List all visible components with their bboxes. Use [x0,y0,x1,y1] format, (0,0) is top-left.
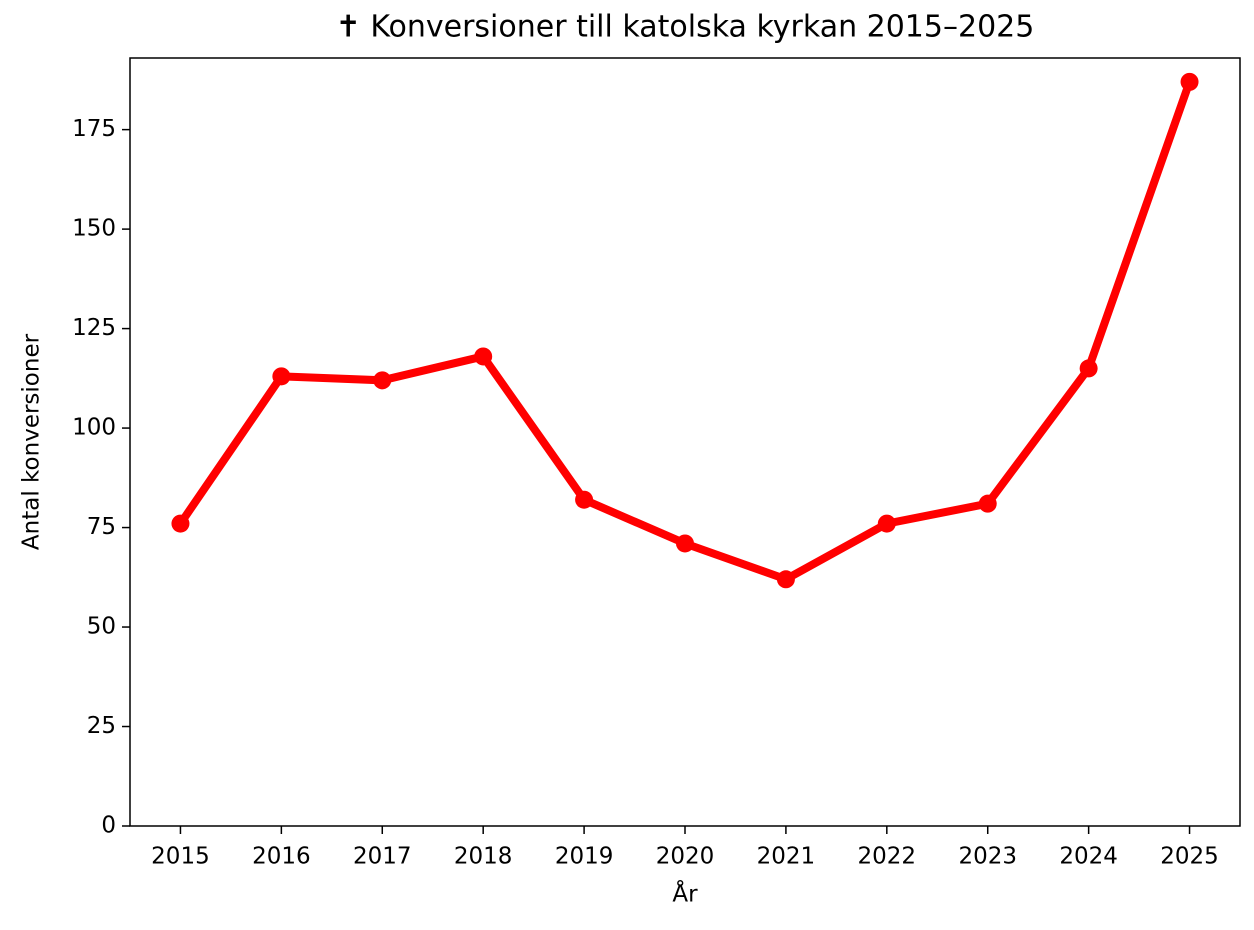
x-tick-label: 2015 [151,844,210,870]
x-tick-label: 2025 [1160,844,1219,870]
plot-frame [129,57,1241,827]
chart-title: ✝ Konversioner till katolska kyrkan 2015… [336,10,1035,45]
x-tick-label: 2017 [353,844,412,870]
marker [1079,359,1098,378]
marker [171,514,190,533]
x-tick-label: 2016 [252,844,311,870]
x-tick-label: 2018 [454,844,513,870]
x-tick-label: 2020 [656,844,715,870]
y-tick-label: 0 [101,813,116,839]
marker [978,494,997,513]
y-tick-label: 150 [72,216,116,242]
x-tick-label: 2023 [958,844,1017,870]
y-tick-label: 25 [87,713,116,739]
marker [373,371,392,390]
marker [877,514,896,533]
x-tick-label: 2022 [858,844,917,870]
marker [272,367,291,386]
marker [776,570,795,589]
x-tick-label: 2024 [1059,844,1118,870]
y-tick-label: 50 [87,614,116,640]
x-axis-label: År [672,880,698,908]
x-tick-label: 2019 [555,844,614,870]
y-axis-label: Antal konversioner [19,333,45,550]
x-tick-label: 2021 [757,844,816,870]
y-tick-label: 125 [72,315,116,341]
line [177,80,1194,584]
y-tick-label: 100 [72,415,116,441]
marker [474,347,493,366]
marker [1180,72,1199,91]
marker [575,490,594,509]
y-tick-label: 75 [87,514,116,540]
y-tick-label: 175 [72,116,116,142]
marker [676,534,694,553]
